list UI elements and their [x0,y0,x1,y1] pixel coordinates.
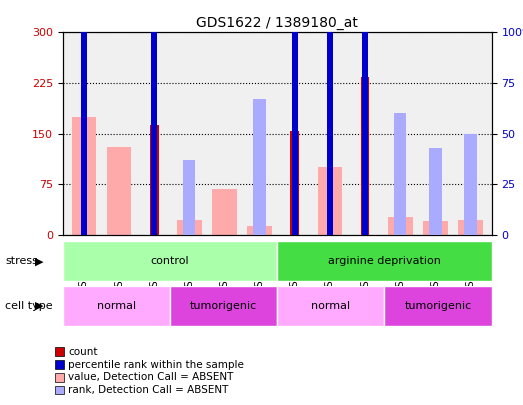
Bar [72,117,96,235]
Bar [317,167,342,235]
Bar [327,6,333,235]
Bar [464,134,476,235]
Text: ▶: ▶ [35,256,43,266]
Bar [212,189,237,235]
Text: stress: stress [5,256,38,266]
Bar [183,160,196,235]
FancyBboxPatch shape [277,241,492,281]
Bar [290,131,299,235]
Bar [423,222,448,235]
Bar [150,125,158,235]
Text: rank, Detection Call = ABSENT: rank, Detection Call = ABSENT [68,386,229,395]
FancyBboxPatch shape [384,286,492,326]
Text: control: control [151,256,189,266]
Bar [292,0,298,235]
Text: arginine deprivation: arginine deprivation [328,256,441,266]
Bar [107,147,131,235]
Bar [151,0,157,235]
Text: cell type: cell type [5,301,53,311]
Bar [362,0,368,235]
Text: value, Detection Call = ABSENT: value, Detection Call = ABSENT [68,373,233,382]
Text: percentile rank within the sample: percentile rank within the sample [68,360,244,369]
Bar [81,0,87,235]
FancyBboxPatch shape [63,286,170,326]
FancyBboxPatch shape [63,241,277,281]
Bar [429,148,441,235]
Text: ▶: ▶ [35,301,43,311]
Text: tumorigenic: tumorigenic [190,301,257,311]
FancyBboxPatch shape [277,286,384,326]
Text: normal: normal [97,301,136,311]
Bar [361,77,369,235]
FancyBboxPatch shape [170,286,277,326]
Title: GDS1622 / 1389180_at: GDS1622 / 1389180_at [196,16,358,30]
Bar [254,99,266,235]
Bar [177,220,201,235]
Bar [394,113,406,235]
Text: normal: normal [311,301,350,311]
Bar [458,220,483,235]
Text: tumorigenic: tumorigenic [404,301,472,311]
Bar [388,217,413,235]
Bar [247,226,272,235]
Text: count: count [68,347,97,356]
